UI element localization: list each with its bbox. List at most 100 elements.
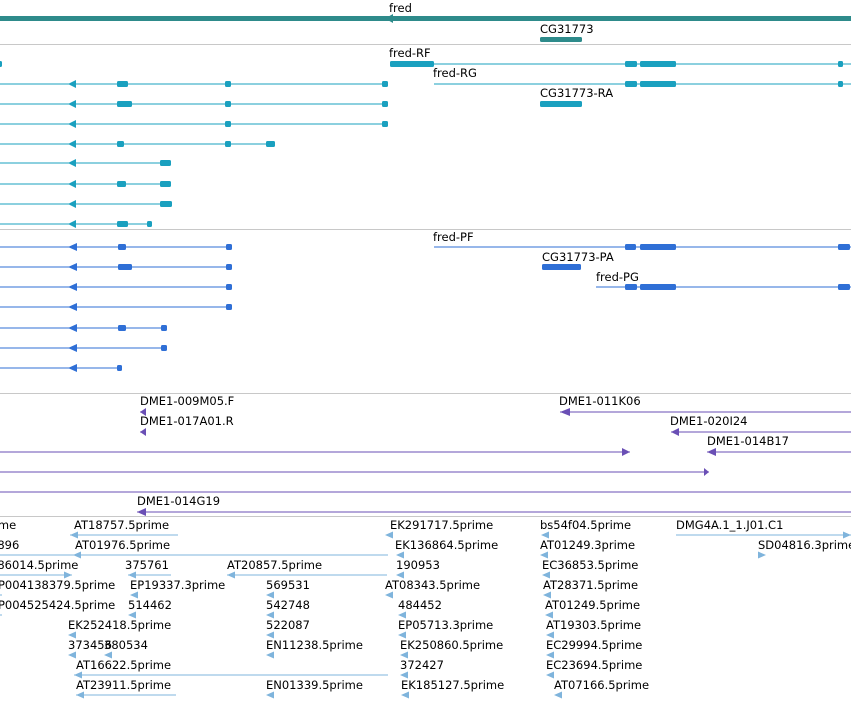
protein-feature[interactable] (0, 263, 232, 271)
transcript-feature[interactable] (0, 200, 172, 208)
clone-feature[interactable]: DME1-017A01.R (140, 414, 234, 436)
est-feature[interactable]: AT07166.5prime (554, 678, 649, 699)
exon-arrow (68, 364, 77, 372)
est-feature[interactable]: DMG4A.1_1.J01.C1 (676, 518, 851, 539)
est-arrow (266, 611, 274, 619)
transcript-feature[interactable]: CG31773-RA (540, 86, 613, 107)
est-feature[interactable]: AT08343.5prime (385, 578, 480, 599)
est-feature[interactable]: AT23911.5prime (76, 678, 176, 699)
protein-feature[interactable] (0, 364, 122, 372)
transcript-feature[interactable] (0, 80, 388, 88)
transcript-feature[interactable] (0, 100, 388, 108)
est-feature[interactable]: 542748 (266, 598, 310, 619)
transcript-feature[interactable] (0, 61, 2, 67)
protein-feature[interactable]: fred-PG (596, 270, 851, 290)
exon-block (625, 244, 636, 250)
est-feature[interactable]: 514462 (128, 598, 172, 619)
est-feature[interactable]: AT16622.5prime (74, 658, 388, 679)
clone-feature[interactable]: DME1-009M05.F (140, 394, 234, 416)
est-feature[interactable]: EN01339.5prime (266, 678, 363, 699)
est-feature[interactable]: AT18757.5prime (70, 518, 178, 539)
transcript-feature[interactable] (0, 120, 388, 128)
est-feature[interactable]: 484452 (398, 598, 442, 619)
exon-arrow (68, 120, 76, 128)
est-feature[interactable]: EC29994.5prime (546, 638, 642, 659)
est-feature[interactable]: 5896 (0, 538, 388, 559)
est-feature[interactable]: EK185127.5prime (401, 678, 504, 699)
transcript-feature[interactable] (0, 220, 152, 228)
exon-block (540, 101, 582, 107)
transcript-feature[interactable] (0, 180, 171, 188)
est-feature[interactable]: 380534 (104, 638, 148, 659)
est-feature[interactable]: RP004138379.5prime (0, 578, 115, 599)
clone-feature[interactable]: DME1-020I24 (670, 414, 851, 436)
est-feature[interactable]: EC36853.5prime (542, 558, 638, 579)
est-feature[interactable]: AT20857.5prime (227, 558, 387, 579)
est-feature[interactable]: 186014.5prime (0, 558, 78, 579)
feature-label: EP05713.3prime (398, 618, 493, 632)
est-feature[interactable]: EP19337.3prime (130, 578, 225, 599)
feature-label: AT01976.5prime (75, 538, 170, 552)
exon-block (226, 244, 232, 250)
exon-arrow (68, 344, 77, 352)
exon-block (117, 101, 132, 107)
exon-arrow (704, 468, 709, 476)
protein-feature[interactable]: fred-PF (433, 230, 851, 250)
feature-label: AT01249.5prime (545, 598, 640, 612)
est-track: rime AT18757.5prime EK291717.5prime bs54f04… (0, 518, 851, 699)
est-feature[interactable]: 372427 (400, 658, 444, 679)
est-arrow (542, 571, 550, 579)
gene-feature[interactable]: fred (0, 1, 851, 23)
exon-block (161, 325, 167, 331)
est-feature[interactable]: EK136864.5prime (395, 538, 498, 559)
est-feature[interactable]: AT28371.5prime (543, 578, 638, 599)
est-feature[interactable]: rime (0, 518, 16, 539)
protein-feature[interactable] (0, 283, 232, 291)
transcript-feature[interactable]: fred-RG (433, 66, 851, 87)
est-arrow (128, 571, 136, 579)
est-feature[interactable]: 569531 (266, 578, 310, 599)
clone-feature[interactable]: DME1-014B17 (707, 434, 851, 456)
est-feature[interactable]: SD04816.3prime (758, 538, 851, 559)
est-feature[interactable]: RP004525424.5prime (0, 598, 115, 619)
gene-bar (540, 37, 582, 42)
clone-feature[interactable]: DME1-011K06 (559, 394, 851, 416)
est-feature[interactable]: AT19303.5prime (546, 618, 641, 639)
protein-feature[interactable] (0, 324, 167, 332)
clone-feature[interactable]: DME1-014G19 (137, 494, 851, 516)
transcript-feature[interactable]: fred-RF (389, 46, 851, 67)
est-arrow (64, 571, 72, 579)
est-feature[interactable]: EC23694.5prime (546, 658, 642, 679)
est-arrow (546, 631, 554, 639)
exon-arrow (707, 448, 716, 456)
est-feature[interactable]: EK250860.5prime (400, 638, 503, 659)
est-feature[interactable]: EP05713.3prime (398, 618, 493, 639)
clone-feature[interactable] (0, 448, 630, 456)
gene-feature[interactable]: CG31773 (540, 22, 594, 42)
transcript-feature[interactable] (0, 140, 275, 148)
exon-block (160, 201, 172, 207)
exon-block (640, 244, 676, 250)
est-arrow (130, 591, 138, 599)
est-feature[interactable]: EK252418.5prime (68, 618, 171, 639)
est-feature[interactable]: AT01249.3prime (540, 538, 635, 559)
est-feature[interactable]: 522087 (266, 618, 310, 639)
est-feature[interactable]: AT01976.5prime (73, 538, 170, 559)
est-feature[interactable]: 190953 (396, 558, 440, 579)
protein-feature[interactable] (0, 243, 232, 251)
est-feature[interactable]: AT01249.5prime (545, 598, 640, 619)
protein-feature[interactable]: CG31773-PA (542, 250, 614, 270)
transcript-feature[interactable] (0, 159, 171, 167)
gene-bar (0, 16, 851, 21)
est-feature[interactable]: EN11238.5prime (266, 638, 363, 659)
exon-block (382, 101, 388, 107)
protein-feature[interactable] (0, 303, 232, 311)
est-feature[interactable]: EK291717.5prime (385, 518, 493, 539)
est-feature[interactable]: bs54f04.5prime (540, 518, 631, 539)
est-feature[interactable]: 375761 (125, 558, 171, 579)
clone-feature[interactable] (0, 468, 709, 476)
feature-label: AT23911.5prime (76, 678, 171, 692)
protein-feature[interactable] (0, 344, 167, 352)
feature-label: SD04816.3prime (758, 538, 851, 552)
est-feature[interactable]: 373456 (68, 638, 112, 659)
